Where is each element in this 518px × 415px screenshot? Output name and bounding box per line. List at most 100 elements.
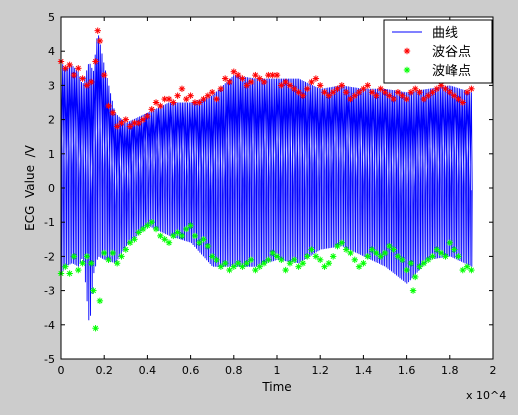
trough-point	[429, 89, 436, 96]
trough-point	[420, 95, 428, 103]
peak-point	[83, 253, 91, 260]
peak-point	[355, 263, 363, 270]
peak-point	[364, 253, 371, 260]
trough-point	[226, 78, 233, 86]
trough-point	[450, 92, 458, 99]
peak-point	[70, 253, 78, 260]
peak-point	[178, 232, 186, 240]
trough-point	[139, 116, 147, 123]
peak-point	[442, 253, 449, 260]
y-tick-label: 3	[48, 79, 55, 92]
peak-point	[260, 260, 268, 267]
trough-point	[265, 71, 272, 79]
trough-point	[286, 82, 294, 89]
peak-point	[152, 225, 160, 233]
x-tick-label: 0	[58, 364, 65, 377]
trough-point	[312, 75, 320, 82]
peak-point	[381, 249, 389, 257]
legend-label: 波谷点	[432, 45, 471, 60]
trough-point	[455, 95, 462, 103]
trough-point	[135, 119, 142, 127]
peak-point	[403, 266, 410, 274]
peak-point	[139, 225, 147, 233]
x-tick-label: 2	[490, 364, 497, 377]
trough-point	[256, 75, 263, 82]
peak-point	[209, 253, 216, 260]
trough-point	[200, 95, 207, 103]
peak-point	[170, 232, 177, 240]
trough-point	[399, 92, 406, 99]
trough-point	[412, 85, 419, 93]
trough-point	[96, 37, 104, 45]
trough-point	[83, 82, 91, 89]
peak-point	[386, 242, 393, 250]
trough-point	[178, 85, 186, 93]
peak-point	[295, 263, 302, 270]
legend-label: 波峰点	[432, 64, 471, 79]
trough-point	[122, 116, 129, 123]
x-tick-label: 1.4	[355, 364, 373, 377]
peak-point	[459, 266, 466, 274]
peak-point	[196, 239, 203, 246]
peak-point	[304, 253, 311, 260]
trough-point	[394, 89, 402, 96]
trough-point	[334, 85, 341, 93]
peak-point	[468, 266, 475, 274]
peak-point	[200, 236, 207, 243]
peak-point	[90, 287, 97, 294]
peak-point	[252, 266, 259, 274]
peak-point	[174, 229, 181, 236]
peak-point	[347, 249, 354, 257]
trough-point	[94, 27, 101, 34]
peak-point	[161, 236, 168, 243]
trough-point	[88, 78, 95, 86]
trough-point	[360, 85, 367, 93]
trough-point	[364, 82, 371, 89]
trough-point	[390, 95, 397, 103]
peak-point	[113, 260, 121, 267]
peak-point	[265, 256, 272, 264]
peak-point	[66, 270, 73, 277]
trough-point	[321, 89, 328, 96]
x-tick-label: 0.4	[139, 364, 157, 377]
trough-point	[152, 99, 160, 106]
x-tick-label: 1.6	[398, 364, 416, 377]
y-axis-label: ECG Value /V	[23, 144, 37, 231]
x-axis-exponent: x 10^4	[466, 389, 506, 402]
trough-point	[273, 71, 281, 79]
trough-point	[442, 85, 449, 93]
peak-point	[282, 266, 289, 274]
trough-point	[291, 85, 298, 93]
y-tick-label: -4	[44, 319, 55, 332]
peak-point	[92, 325, 99, 332]
peak-point	[373, 249, 380, 257]
peak-point	[101, 249, 108, 257]
trough-point	[174, 92, 181, 99]
trough-point	[66, 61, 73, 69]
peak-point	[425, 256, 432, 264]
trough-point	[338, 82, 345, 89]
trough-point	[278, 82, 285, 89]
peak-point	[88, 260, 95, 267]
peak-point	[446, 239, 453, 246]
trough-point	[416, 89, 423, 96]
peak-point	[226, 266, 233, 274]
trough-point	[355, 89, 363, 96]
trough-point	[70, 71, 78, 79]
trough-point	[79, 75, 86, 82]
peak-point	[75, 266, 82, 274]
peak-point	[286, 260, 294, 267]
peak-point	[183, 225, 190, 233]
peak-point	[243, 260, 250, 267]
peak-point	[217, 263, 225, 270]
trough-point	[183, 95, 190, 103]
trough-point	[144, 112, 151, 120]
peak-point	[416, 263, 423, 270]
peak-point	[247, 256, 255, 264]
trough-point	[165, 95, 173, 103]
trough-point	[282, 78, 289, 86]
trough-point	[109, 109, 117, 116]
trough-point	[101, 71, 108, 79]
trough-point	[299, 92, 307, 99]
